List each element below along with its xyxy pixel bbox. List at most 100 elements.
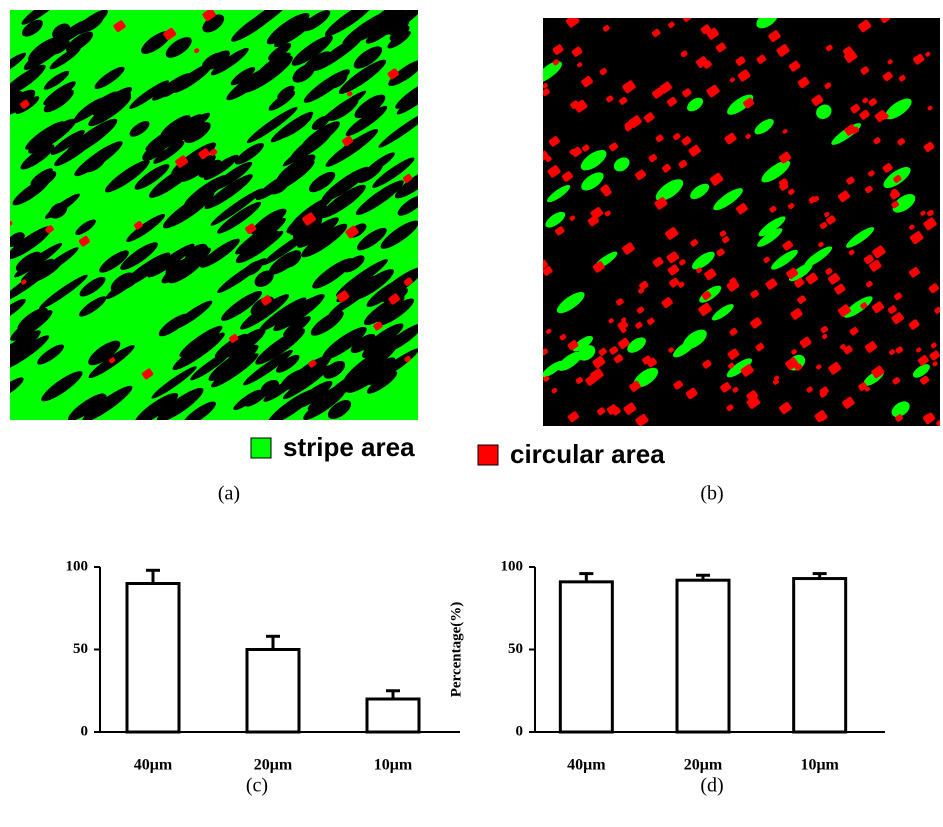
texture-gap: [387, 31, 411, 49]
texture-gap: [199, 238, 240, 268]
texture-dot: [778, 151, 792, 164]
texture-gap: [180, 114, 204, 132]
texture-dot: [842, 396, 855, 409]
texture-gap: [378, 110, 418, 148]
texture-dot: [698, 302, 712, 316]
texture-dot: [598, 347, 607, 356]
texture-gap: [10, 226, 52, 260]
texture-gap: [214, 333, 248, 358]
texture-dot: [648, 154, 657, 163]
texture-dot: [805, 272, 819, 285]
texture-dot: [597, 407, 606, 416]
texture-gap: [277, 297, 316, 325]
texture-gap: [126, 213, 166, 243]
texture-dot: [606, 95, 614, 103]
texture-dot: [858, 382, 868, 391]
texture-dot: [619, 96, 628, 105]
texture-gap: [28, 37, 61, 63]
texture-dot: [600, 184, 610, 194]
texture: [543, 18, 940, 426]
texture-dot: [635, 169, 646, 181]
texture-dot: [732, 386, 739, 393]
texture-blob: [843, 296, 873, 318]
texture-dot: [651, 28, 661, 37]
texture-gap: [49, 46, 81, 70]
texture-gap: [66, 31, 94, 53]
texture-gap: [56, 19, 91, 45]
texture-dot: [843, 345, 853, 355]
texture-dot: [897, 138, 906, 146]
texture-dot: [837, 304, 851, 317]
texture-gap: [170, 132, 188, 146]
image-background: [10, 10, 418, 420]
texture-dot: [561, 171, 573, 182]
texture-dot: [820, 326, 829, 334]
texture-gap: [235, 217, 286, 255]
texture-dot: [678, 159, 688, 169]
texture-dot: [909, 224, 915, 230]
texture-dot: [719, 230, 727, 237]
texture-blob: [556, 291, 585, 314]
texture-dot: [794, 277, 805, 288]
texture-gap: [88, 94, 132, 127]
texture-dot: [716, 248, 725, 257]
texture-dot: [673, 380, 683, 390]
texture-dot: [882, 163, 893, 173]
texture-dot: [720, 382, 732, 393]
y-tick-label: 0: [516, 723, 524, 739]
texture-gap: [156, 387, 204, 420]
texture-dot: [826, 215, 836, 225]
texture-dot: [891, 188, 897, 195]
texture-gap: [322, 327, 367, 360]
texture-dot: [642, 355, 652, 365]
texture-dot: [308, 359, 317, 368]
texture-dot: [848, 249, 855, 256]
texture-dot: [873, 137, 881, 145]
image-circular: [543, 18, 940, 426]
texture-dot: [342, 135, 354, 147]
texture-dot: [808, 196, 817, 204]
texture-gap: [94, 66, 125, 89]
texture-gap: [354, 20, 382, 42]
texture-gap: [292, 64, 315, 83]
texture-dot: [209, 148, 218, 156]
texture-dot: [824, 211, 830, 217]
texture-dot: [616, 298, 624, 306]
texture-gap: [179, 325, 223, 357]
texture-dot: [545, 328, 552, 334]
texture-gap: [397, 195, 418, 216]
texture-dot: [585, 374, 597, 386]
texture-gap: [243, 260, 263, 276]
texture-gap: [282, 365, 331, 400]
texture-dot: [647, 317, 655, 325]
y-tick-label: 0: [81, 723, 89, 739]
texture-blob: [690, 183, 710, 200]
texture-dot: [837, 190, 850, 203]
texture-dot: [194, 48, 200, 54]
texture-dot: [898, 74, 906, 82]
bar: [675, 578, 731, 734]
texture-dot: [891, 312, 904, 325]
texture-dot: [772, 379, 779, 385]
texture-dot: [582, 77, 590, 84]
texture-dot: [729, 328, 738, 336]
texture-gap: [308, 171, 336, 193]
texture-dot: [659, 81, 672, 94]
texture-gap: [389, 25, 410, 41]
texture-blob: [788, 263, 813, 282]
texture-gap: [211, 353, 259, 388]
texture-dot: [908, 319, 920, 330]
texture-gap: [325, 129, 379, 167]
texture-dot: [893, 175, 902, 183]
texture-gap: [303, 69, 350, 103]
texture-gap: [338, 59, 387, 94]
texture-gap: [43, 89, 74, 113]
texture-gap: [160, 83, 178, 98]
texture-gap: [259, 297, 307, 332]
texture-dot: [819, 221, 828, 230]
texture-dot: [862, 97, 869, 104]
texture-gap: [38, 274, 88, 310]
texture-dot: [891, 201, 899, 209]
texture-dot: [913, 53, 925, 65]
texture-gap: [142, 141, 167, 161]
